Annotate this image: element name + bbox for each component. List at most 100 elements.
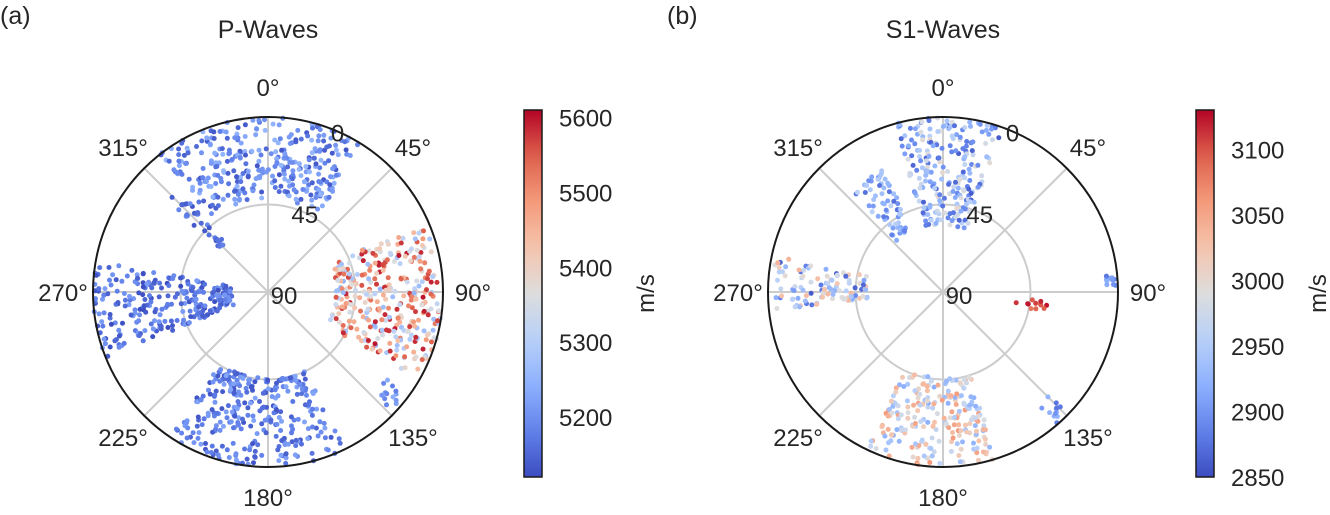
- data-point: [905, 410, 911, 416]
- data-point: [898, 207, 903, 212]
- data-point: [882, 433, 888, 439]
- data-point: [272, 164, 278, 169]
- data-point: [830, 296, 835, 302]
- data-point: [165, 293, 171, 299]
- data-point: [792, 304, 798, 310]
- data-point: [391, 328, 397, 334]
- data-point: [942, 210, 948, 216]
- data-point: [293, 137, 299, 143]
- data-point: [233, 451, 239, 457]
- data-point: [238, 426, 244, 432]
- data-point: [422, 260, 428, 266]
- data-point: [220, 389, 226, 395]
- data-point: [930, 423, 936, 429]
- data-point: [385, 241, 391, 247]
- data-point: [917, 154, 922, 159]
- data-point: [209, 443, 215, 449]
- data-point: [420, 346, 426, 352]
- data-point: [286, 178, 292, 184]
- colorbar-label: m/s: [1305, 274, 1330, 313]
- data-point: [210, 379, 216, 385]
- data-point: [228, 387, 234, 392]
- data-point: [328, 434, 334, 440]
- data-point: [820, 294, 825, 300]
- data-point: [132, 310, 138, 316]
- data-point: [174, 318, 180, 323]
- data-point: [946, 425, 952, 431]
- data-point: [332, 266, 338, 272]
- data-point: [950, 435, 956, 441]
- data-point: [965, 220, 971, 226]
- data-point: [886, 440, 891, 446]
- data-point: [214, 163, 220, 169]
- data-point: [116, 333, 122, 339]
- data-point: [169, 301, 174, 307]
- data-point: [223, 283, 229, 289]
- data-point: [774, 306, 780, 311]
- data-point: [176, 163, 182, 169]
- data-point: [165, 301, 170, 307]
- data-point: [333, 147, 339, 153]
- data-point: [983, 141, 989, 146]
- data-point: [937, 460, 943, 466]
- data-point: [137, 312, 143, 318]
- data-point: [967, 170, 973, 176]
- data-point: [912, 126, 918, 132]
- data-point: [981, 423, 987, 429]
- data-point: [242, 400, 248, 406]
- data-point: [193, 296, 199, 302]
- data-point: [907, 125, 913, 131]
- data-point: [968, 123, 973, 129]
- data-point: [385, 377, 390, 383]
- data-point: [234, 183, 240, 189]
- data-point: [278, 183, 284, 189]
- data-point: [962, 162, 968, 167]
- data-point: [207, 391, 213, 397]
- data-point: [954, 201, 960, 207]
- data-point: [127, 293, 132, 299]
- data-point: [194, 278, 200, 284]
- data-point: [248, 423, 254, 429]
- data-point: [156, 319, 162, 325]
- data-point: [802, 298, 808, 304]
- data-point: [220, 196, 226, 202]
- data-point: [176, 207, 182, 213]
- data-point: [295, 127, 301, 133]
- data-point: [206, 232, 212, 238]
- data-point: [924, 168, 930, 174]
- data-point: [225, 192, 231, 198]
- data-point: [919, 119, 925, 125]
- data-point: [964, 429, 970, 435]
- data-point: [359, 338, 364, 344]
- polar-panel-2: (b) S1-Waves 0° 45° 90° 135° 180° 225° 270° 315° 0…: [667, 2, 1330, 512]
- data-point: [984, 123, 990, 128]
- data-point: [235, 399, 241, 405]
- data-point: [957, 176, 963, 182]
- data-point: [967, 199, 973, 205]
- data-point: [1110, 277, 1115, 283]
- data-point: [349, 276, 355, 282]
- data-point: [346, 260, 352, 266]
- data-point: [238, 392, 244, 398]
- data-point: [259, 195, 265, 201]
- data-point: [936, 438, 942, 444]
- data-point: [961, 385, 967, 391]
- data-point: [902, 133, 908, 139]
- data-point: [407, 324, 413, 330]
- data-point: [976, 457, 981, 463]
- data-point: [925, 419, 931, 425]
- data-point: [106, 265, 112, 270]
- data-point: [293, 378, 299, 384]
- data-point: [313, 425, 319, 431]
- data-point: [184, 295, 190, 301]
- data-point: [292, 452, 298, 458]
- data-point: [350, 253, 356, 259]
- data-point: [301, 179, 307, 185]
- angle-tick-label: 45°: [395, 135, 431, 162]
- data-point: [316, 187, 322, 193]
- data-point: [958, 428, 964, 434]
- data-point: [1028, 306, 1034, 312]
- data-point: [191, 440, 197, 446]
- data-point: [428, 279, 434, 285]
- data-point: [918, 129, 924, 135]
